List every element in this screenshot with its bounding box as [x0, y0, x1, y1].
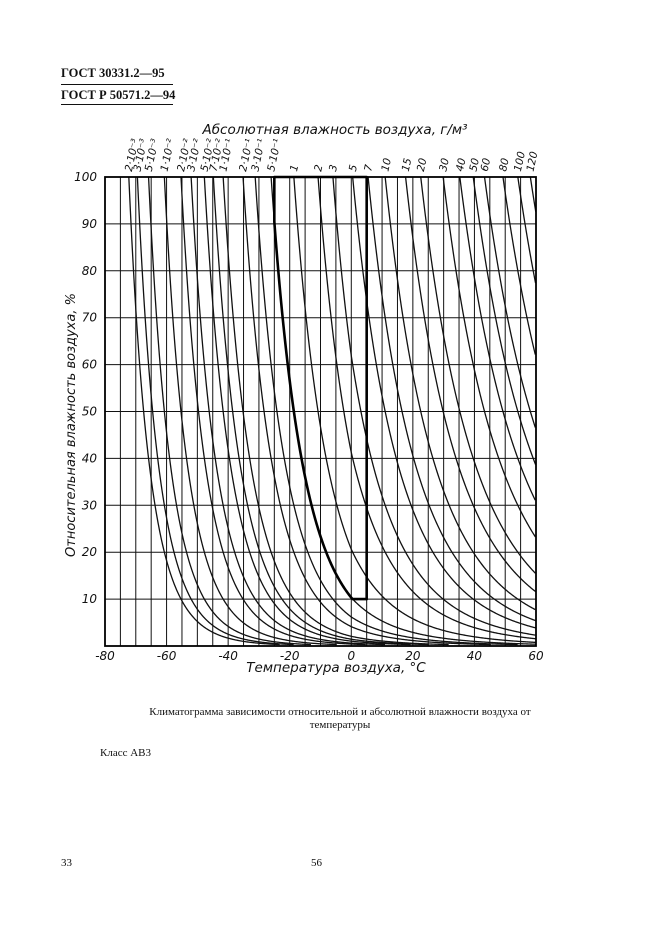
x-tick-label: -60 — [157, 649, 177, 663]
curve-labels: 2·10⁻³3·10⁻³5·10⁻³1·10⁻²2·10⁻²3·10⁻²5·10… — [123, 137, 541, 173]
y-tick-label: 10 — [82, 592, 98, 606]
curve-label: 5 — [347, 163, 360, 172]
curve-label: 15 — [400, 157, 415, 173]
abs-humidity-curve — [128, 176, 280, 646]
climatogram-chart: -80 -60 -40 -20 0 20 40 60 10203040506070809010… — [64, 122, 544, 676]
chart-grid — [105, 177, 536, 646]
curve-label: 120 — [525, 150, 541, 172]
header-rule-2 — [61, 104, 173, 105]
abs-humidity-curve — [190, 176, 386, 646]
abs-humidity-curve — [483, 176, 536, 428]
curve-label: 5·10⁻¹ — [265, 138, 284, 173]
curve-label: 100 — [512, 150, 528, 172]
curve-label: 80 — [497, 157, 512, 173]
curve-label: 40 — [454, 157, 469, 173]
y-axis-title: Относительная влажность воздуха, % — [64, 293, 79, 557]
y-tick-label: 50 — [82, 405, 98, 419]
curve-label: 7 — [362, 163, 375, 172]
y-tick-label: 80 — [82, 264, 98, 278]
abs-humidity-curve — [212, 176, 429, 646]
y-tick-label: 100 — [74, 170, 97, 184]
plot-border — [104, 176, 537, 647]
x-tick-labels: -80 -60 -40 -20 0 20 40 60 — [95, 649, 544, 663]
standard-code-2: ГОСТ Р 50571.2—94 — [61, 88, 176, 102]
abs-humidity-curve — [242, 176, 491, 646]
abs-humidity-curve — [180, 176, 366, 646]
abs-humidity-curve — [147, 176, 311, 646]
abs-humidity-curve — [136, 176, 294, 646]
y-tick-label: 40 — [82, 451, 98, 465]
curve-label: 2 — [312, 163, 325, 172]
abs-humidity-curve — [442, 176, 537, 538]
figure-caption: Климатограмма зависимости относительной … — [149, 706, 531, 731]
y-tick-label: 60 — [82, 358, 98, 372]
standard-code-1: ГОСТ 30331.2—95 — [61, 66, 165, 80]
x-tick-label: 60 — [528, 649, 544, 663]
abs-humidity-curve — [203, 176, 411, 646]
abs-humidity-curve — [404, 176, 537, 593]
curve-label: 10 — [379, 157, 394, 173]
page-number-left: 33 — [61, 857, 72, 869]
class-region-outline — [273, 175, 368, 601]
abs-humidity-curve — [384, 176, 536, 611]
abs-humidity-curve — [270, 176, 536, 645]
abs-humidity-curve — [254, 176, 518, 646]
abs-humidity-curves — [128, 176, 537, 646]
curve-label: 60 — [479, 157, 494, 173]
y-tick-label: 20 — [82, 545, 98, 559]
abs-humidity-curve — [367, 176, 537, 622]
abs-humidity-curve — [529, 176, 537, 212]
header-rule-1 — [61, 84, 173, 85]
x-tick-label: 40 — [467, 649, 483, 663]
abs-humidity-curve — [222, 176, 449, 646]
x-tick-label: 0 — [347, 649, 355, 663]
top-axis-title: Абсолютная влажность воздуха, г/м³ — [201, 122, 467, 138]
curve-label: 1 — [288, 164, 301, 173]
class-label: Класс АВ3 — [100, 747, 152, 759]
y-tick-label: 70 — [82, 311, 98, 325]
abs-humidity-curve — [317, 176, 536, 640]
y-tick-label: 30 — [82, 498, 98, 512]
abs-humidity-curve — [352, 176, 537, 629]
x-axis-title: Температура воздуха, °С — [246, 660, 426, 676]
y-tick-label: 90 — [82, 217, 98, 231]
chart-frame — [104, 176, 537, 647]
x-tick-label: -20 — [280, 649, 300, 663]
curve-label: 50 — [467, 157, 482, 173]
curve-label: 20 — [415, 157, 430, 173]
abs-humidity-curve — [163, 176, 337, 646]
page-number-center: 56 — [311, 857, 322, 869]
abs-humidity-curve — [293, 176, 536, 644]
abs-humidity-curve — [517, 176, 537, 284]
x-tick-label: -40 — [218, 649, 238, 663]
x-tick-label: -80 — [95, 649, 115, 663]
y-tick-labels: 10 20 30 40 50 60 70 80 90 100 — [74, 170, 97, 606]
abs-humidity-curve — [420, 176, 536, 574]
x-tick-label: 20 — [405, 649, 421, 663]
curve-label: 3 — [327, 164, 340, 173]
curve-label: 1·10⁻² — [159, 137, 178, 173]
class-region — [273, 175, 368, 601]
abs-humidity-curve — [459, 176, 536, 501]
abs-humidity-curve — [502, 176, 536, 355]
curve-label: 30 — [437, 157, 452, 173]
abs-humidity-curve — [472, 176, 537, 465]
